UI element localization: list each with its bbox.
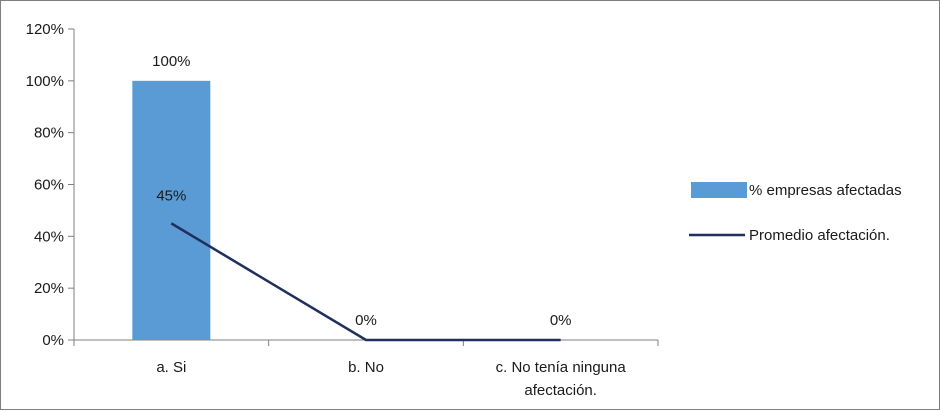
x-category-label: b. No [348, 359, 384, 376]
line-promedio-afectacion [170, 222, 561, 342]
line-data-label: 0% [550, 312, 572, 329]
x-category-label: a. Si [156, 359, 186, 376]
bar-empresas-afectadas [132, 80, 211, 340]
legend-swatch-bar [691, 182, 747, 198]
line-data-label: 0% [355, 312, 377, 329]
bar-data-label: 100% [152, 53, 190, 70]
legend-label-line: Promedio afectación. [749, 227, 890, 244]
x-category-label: afectación. [524, 382, 597, 399]
y-tick-label: 60% [34, 177, 64, 194]
line-data-label: 45% [156, 187, 186, 204]
y-tick-label: 100% [26, 73, 64, 90]
y-tick-label: 120% [26, 21, 64, 38]
y-tick-label: 20% [34, 280, 64, 297]
legend-label-bar: % empresas afectadas [749, 182, 902, 199]
x-category-label: c. No tenía ninguna [496, 359, 627, 376]
y-tick-label: 40% [34, 228, 64, 245]
y-tick-label: 80% [34, 125, 64, 142]
y-tick-label: 0% [42, 332, 64, 349]
